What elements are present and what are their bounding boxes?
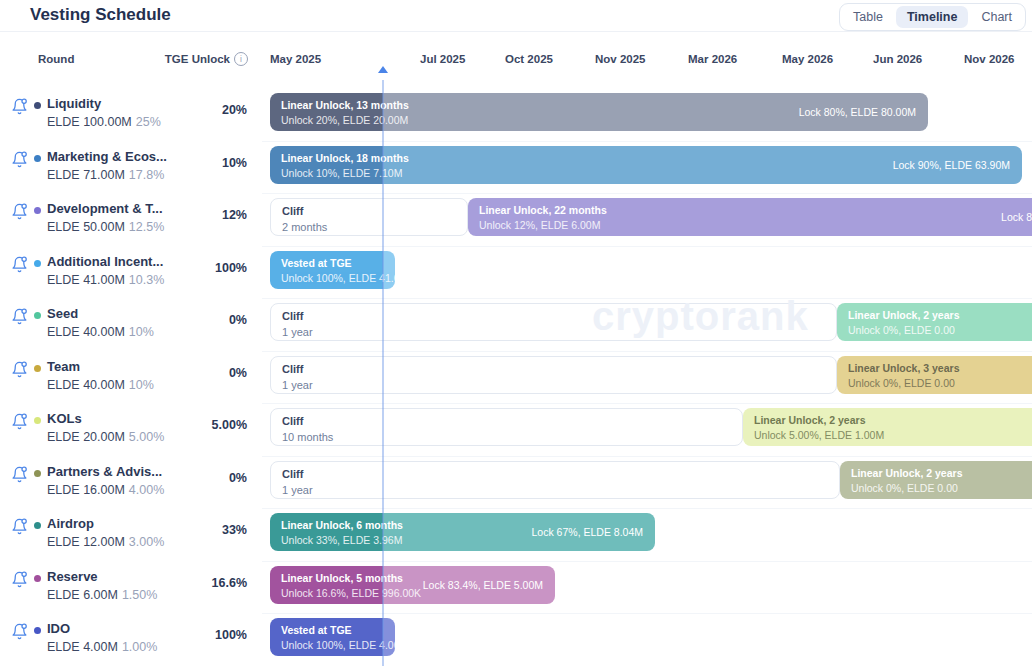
bar-label: Linear Unlock, 2 years Unlock 0%, ELDE 0.…	[848, 309, 959, 336]
row-timeline: Linear Unlock, 13 months Unlock 20%, ELDE…	[0, 88, 1032, 141]
vesting-bar-segment[interactable]: Linear Unlock, 22 months Unlock 12%, ELDE…	[468, 198, 1032, 236]
bar-label: Linear Unlock, 2 years Unlock 5.00%, ELDE…	[754, 414, 884, 441]
bar-title: Linear Unlock, 2 years	[848, 309, 959, 321]
bar-unlock-info: Unlock 0%, ELDE 0.00	[848, 324, 959, 336]
bar-label: Linear Unlock, 22 months Unlock 12%, ELDE…	[479, 204, 607, 231]
cliff-duration: 2 months	[282, 221, 456, 233]
bar-unlock-info: Unlock 16.6%, ELDE 996.00K	[281, 587, 421, 599]
bar-label: Linear Unlock, 5 months Unlock 16.6%, ELD…	[281, 572, 421, 599]
bar-title: Vested at TGE	[281, 257, 395, 269]
lock-label: Lock 83.4%, ELDE 5.00M	[423, 579, 543, 591]
cliff-segment[interactable]: Cliff 1 year	[270, 356, 837, 394]
vesting-row: Partners & Advis... ELDE 16.00M4.00% 0% …	[0, 456, 1032, 509]
cliff-segment[interactable]: Cliff 2 months	[270, 198, 468, 236]
vesting-bar-segment[interactable]: Linear Unlock, 2 years Unlock 5.00%, ELDE…	[743, 408, 1032, 446]
row-timeline: Cliff 2 months Linear Unlock, 22 months Unl…	[0, 193, 1032, 246]
bar-label: Linear Unlock, 3 years Unlock 0%, ELDE 0.…	[848, 362, 959, 389]
bar-unlock-info: Unlock 100%, ELDE 4.00M	[281, 639, 395, 651]
lock-label: Lock 80%, ELDE 80.00M	[799, 106, 916, 118]
bar-unlock-info: Unlock 5.00%, ELDE 1.00M	[754, 429, 884, 441]
bar-unlock-info: Unlock 100%, ELDE 41.00M	[281, 272, 395, 284]
today-marker-arrow-icon	[378, 66, 388, 73]
bar-unlock-info: Unlock 33%, ELDE 3.96M	[281, 534, 403, 546]
row-timeline: Cliff 1 year Linear Unlock, 2 years Unlock …	[0, 456, 1032, 509]
vesting-schedule-panel: Vesting Schedule TableTimelineChart Roun…	[0, 0, 1032, 666]
row-timeline: Linear Unlock, 18 months Unlock 10%, ELDE…	[0, 141, 1032, 194]
cliff-duration: 1 year	[282, 484, 828, 496]
lock-label: Lock 90%, ELDE 63.90M	[893, 159, 1010, 171]
row-timeline: Vested at TGE Unlock 100%, ELDE 4.00M	[0, 613, 1032, 666]
cliff-title: Cliff	[282, 363, 825, 375]
row-timeline: Linear Unlock, 6 months Unlock 33%, ELDE …	[0, 508, 1032, 561]
vesting-row: Liquidity ELDE 100.00M25% 20% Linear Unl…	[0, 88, 1032, 141]
bar-label: Vested at TGE Unlock 100%, ELDE 41.00M	[281, 257, 395, 284]
watermark: cryptorank	[592, 294, 809, 339]
bar-title: Linear Unlock, 22 months	[479, 204, 607, 216]
lock-label: Lock 67%, ELDE 8.04M	[532, 526, 643, 538]
bar-title: Linear Unlock, 13 months	[281, 99, 409, 111]
bar-title: Linear Unlock, 2 years	[754, 414, 884, 426]
bar-label: Linear Unlock, 6 months Unlock 33%, ELDE …	[281, 519, 403, 546]
cliff-title: Cliff	[282, 415, 731, 427]
row-timeline: Cliff 1 year Linear Unlock, 3 years Unlock …	[0, 351, 1032, 404]
vesting-bar-segment[interactable]: Linear Unlock, 5 months Unlock 16.6%, ELD…	[270, 566, 555, 604]
cliff-segment[interactable]: Cliff 10 months	[270, 408, 743, 446]
row-timeline: Cliff 10 months Linear Unlock, 2 years Unlo…	[0, 403, 1032, 456]
vesting-bar-segment[interactable]: Linear Unlock, 3 years Unlock 0%, ELDE 0.…	[837, 356, 1032, 394]
cliff-title: Cliff	[282, 468, 828, 480]
vesting-row: Development & T... ELDE 50.00M12.5% 12% …	[0, 193, 1032, 246]
bar-title: Linear Unlock, 3 years	[848, 362, 959, 374]
cliff-duration: 10 months	[282, 431, 731, 443]
bar-label: Vested at TGE Unlock 100%, ELDE 4.00M	[281, 624, 395, 651]
vesting-row: Marketing & Ecos... ELDE 71.00M17.8% 10%…	[0, 141, 1032, 194]
bar-label: Linear Unlock, 18 months Unlock 10%, ELDE…	[281, 152, 409, 179]
bar-unlock-info: Unlock 12%, ELDE 6.00M	[479, 219, 607, 231]
bar-title: Linear Unlock, 5 months	[281, 572, 421, 584]
vesting-row: Team ELDE 40.00M10% 0% Cliff1 yearLinear…	[0, 351, 1032, 404]
vesting-row: IDO ELDE 4.00M1.00% 100% Vested at TGEUn…	[0, 613, 1032, 666]
bar-unlock-info: Unlock 10%, ELDE 7.10M	[281, 167, 409, 179]
cliff-segment[interactable]: Cliff 1 year	[270, 461, 840, 499]
vesting-row: KOLs ELDE 20.00M5.00% 5.00% Cliff10 mont…	[0, 403, 1032, 456]
vesting-bar-segment[interactable]: Linear Unlock, 13 months Unlock 20%, ELDE…	[270, 93, 928, 131]
bar-unlock-info: Unlock 0%, ELDE 0.00	[851, 482, 962, 494]
bar-unlock-info: Unlock 0%, ELDE 0.00	[848, 377, 959, 389]
bar-title: Vested at TGE	[281, 624, 395, 636]
bar-title: Linear Unlock, 18 months	[281, 152, 409, 164]
vesting-row: Additional Incent... ELDE 41.00M10.3% 10…	[0, 246, 1032, 299]
today-marker-line	[382, 80, 384, 666]
lock-label: Lock 8	[1001, 211, 1032, 223]
row-timeline: Cliff1 yearLinear Unlock, 2 yearsUnlock …	[0, 298, 1032, 351]
vesting-row: Reserve ELDE 6.00M1.50% 16.6% Linear Unl…	[0, 561, 1032, 614]
row-timeline: Vested at TGE Unlock 100%, ELDE 41.00M	[0, 246, 1032, 299]
vesting-row: Airdrop ELDE 12.00M3.00% 33% Linear Unlo…	[0, 508, 1032, 561]
vesting-rows: Liquidity ELDE 100.00M25% 20% Linear Unl…	[0, 0, 1032, 666]
vesting-bar-segment[interactable]: Vested at TGE Unlock 100%, ELDE 41.00M	[270, 251, 395, 289]
vesting-bar-segment[interactable]: Linear Unlock, 2 years Unlock 0%, ELDE 0.…	[840, 461, 1032, 499]
bar-label: Linear Unlock, 2 years Unlock 0%, ELDE 0.…	[851, 467, 962, 494]
bar-title: Linear Unlock, 2 years	[851, 467, 962, 479]
bar-label: Linear Unlock, 13 months Unlock 20%, ELDE…	[281, 99, 409, 126]
row-timeline: Linear Unlock, 5 months Unlock 16.6%, ELD…	[0, 561, 1032, 614]
vesting-bar-segment[interactable]: Vested at TGE Unlock 100%, ELDE 4.00M	[270, 618, 395, 656]
bar-unlock-info: Unlock 20%, ELDE 20.00M	[281, 114, 409, 126]
cliff-duration: 1 year	[282, 379, 825, 391]
vesting-row: Seed ELDE 40.00M10% 0% Cliff1 yearLinear…	[0, 298, 1032, 351]
vesting-bar-segment[interactable]: Linear Unlock, 6 months Unlock 33%, ELDE …	[270, 513, 655, 551]
vesting-bar-segment[interactable]: Linear Unlock, 2 years Unlock 0%, ELDE 0.…	[837, 303, 1032, 341]
cliff-title: Cliff	[282, 205, 456, 217]
bar-title: Linear Unlock, 6 months	[281, 519, 403, 531]
